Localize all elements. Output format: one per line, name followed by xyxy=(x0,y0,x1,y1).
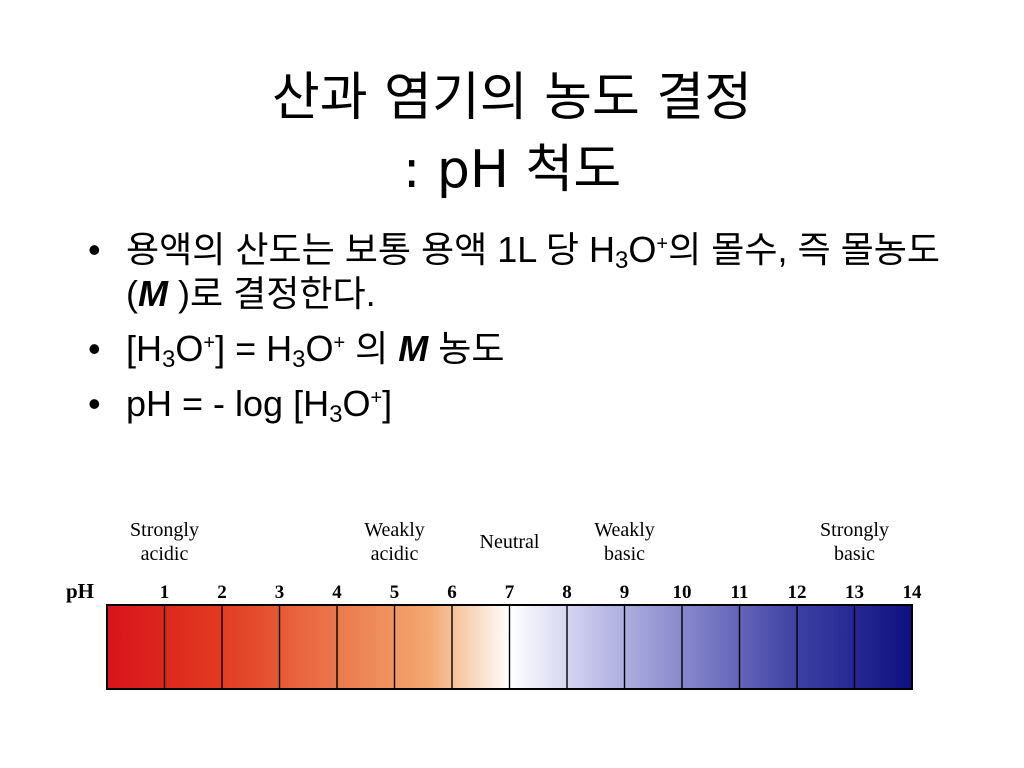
ph-tick-label: 12 xyxy=(788,582,807,603)
ph-scale-svg: pH StronglyacidicWeaklyacidicNeutralWeak… xyxy=(66,519,923,690)
ph-tick-label: 8 xyxy=(562,582,572,603)
ph-tick-label: 9 xyxy=(620,582,630,603)
ph-category-text: Weakly xyxy=(594,519,655,541)
ph-axis-label: pH xyxy=(66,579,94,603)
ph-tick-label: 5 xyxy=(390,582,400,603)
ph-category-text: Strongly xyxy=(820,519,889,541)
ph-category-text: basic xyxy=(834,543,875,565)
ph-category-text: basic xyxy=(604,543,645,565)
ph-category-text: Neutral xyxy=(480,531,540,553)
ph-tick-label: 11 xyxy=(731,582,749,603)
bullet-item-concentration: • [H3O+] = H3O+ 의 M 농도 xyxy=(88,328,505,373)
ph-category-text: Strongly xyxy=(130,519,199,541)
ph-category-label: Neutral xyxy=(480,531,540,553)
bullet-dot-icon: • xyxy=(88,383,101,424)
molarity-symbol: M xyxy=(398,328,429,369)
ph-tick-label: 2 xyxy=(217,582,227,603)
ph-tick-label: 1 xyxy=(160,582,170,603)
bullet-dot-icon: • xyxy=(88,328,101,369)
ph-tick-label: 7 xyxy=(505,582,515,603)
slide-title: 산과 염기의 농도 결정 : pH 척도 xyxy=(0,62,1024,206)
bullet-item-ph-formula: • pH = - log [H3O+] xyxy=(88,383,393,428)
ph-tick-label: 10 xyxy=(673,582,692,603)
ph-category-text: acidic xyxy=(141,543,189,565)
ph-tick-label: 4 xyxy=(332,582,342,603)
ph-scale-figure: pH Strongly acidic Weakly acidic Neutral Weak… xyxy=(60,510,940,700)
slide-title-line1: 산과 염기의 농도 결정 xyxy=(271,68,753,128)
ph-category-text: Weakly xyxy=(364,519,425,541)
molarity-symbol: M xyxy=(138,273,168,314)
ph-tick-label: 6 xyxy=(447,582,457,603)
bullet-list: • 용액의 산도는 보통 용액 1L 당 H3O+의 몰수, 즉 몰농도(M )… xyxy=(88,228,968,437)
ph-tick-label: 13 xyxy=(845,582,864,603)
bullet-item-molarity: • 용액의 산도는 보통 용액 1L 당 H3O+의 몰수, 즉 몰농도(M )… xyxy=(88,229,940,314)
ph-tick-label: 3 xyxy=(275,582,285,603)
ph-tick-label: 14 xyxy=(903,582,923,603)
bullet-dot-icon: • xyxy=(88,229,101,270)
slide-title-line2: : pH 척도 xyxy=(402,140,622,200)
ph-category-text: acidic xyxy=(371,543,419,565)
